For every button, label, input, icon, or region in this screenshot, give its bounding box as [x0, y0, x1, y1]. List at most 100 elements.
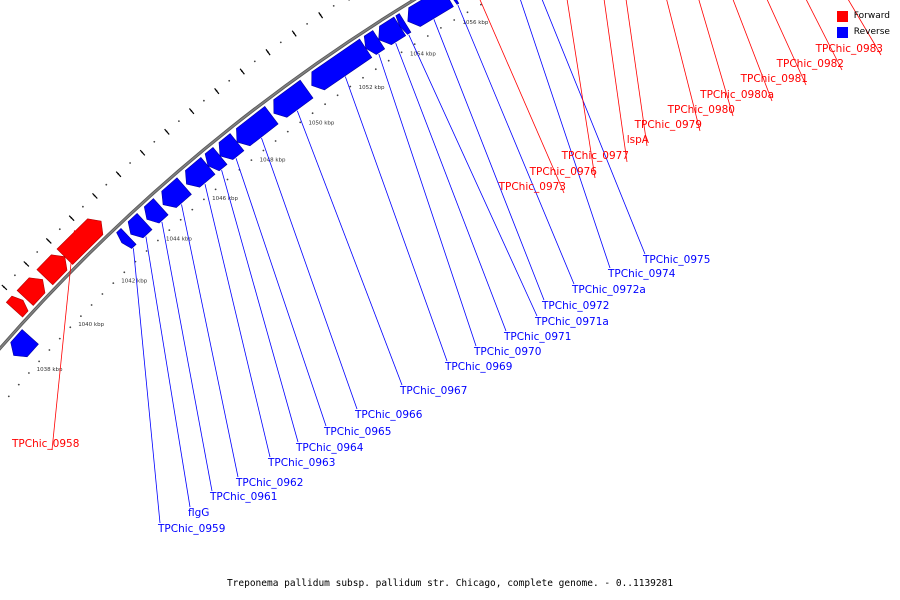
gene-arrow-tpchic_0972a[interactable] [446, 0, 460, 5]
gene-label-tpchic_0962[interactable]: TPChic_0962 [235, 477, 303, 489]
gene-label-tpchic_0981[interactable]: TPChic_0981 [740, 73, 808, 85]
gene-label-tpchic_0979[interactable]: TPChic_0979 [634, 119, 702, 131]
gene-arrow[interactable] [36, 254, 68, 286]
leader-line [520, 0, 611, 269]
gene-arrow-tpchic_0966[interactable] [236, 105, 279, 147]
scale-dot [311, 112, 314, 115]
gene-label-tpchic_0980[interactable]: TPChic_0980 [667, 104, 735, 116]
tick-mark [188, 108, 195, 115]
gene-arrow-tpchic_0967[interactable] [273, 79, 314, 118]
leader-line [603, 0, 628, 163]
gene-arrow[interactable] [5, 295, 29, 318]
scale-dot [90, 304, 93, 306]
gene-label-tpchic_0980a[interactable]: TPChic_0980a [699, 89, 774, 101]
gene-arrow-tpchic_0962[interactable] [161, 177, 192, 208]
scale-dot [413, 43, 416, 45]
gene-label-tpchic_0971a[interactable]: TPChic_0971a [534, 316, 609, 328]
gene-label-tpchic_0973[interactable]: TPChic_0973 [498, 181, 566, 193]
gene-label-tpchic_0966[interactable]: TPChic_0966 [354, 409, 423, 421]
scale-dot [332, 5, 335, 7]
leader-line [698, 0, 734, 117]
gene-label-tpchic_0958[interactable]: TPChic_0958 [11, 438, 79, 450]
leader-line [181, 204, 239, 478]
tick-mark [239, 68, 245, 75]
scale-dot [362, 76, 364, 79]
gene-arrow-flgg[interactable] [127, 212, 153, 239]
tick-mark [214, 88, 220, 95]
gene-label-tpchic_0974[interactable]: TPChic_0974 [607, 268, 676, 280]
scale-dot [14, 274, 16, 277]
scale-dot [80, 315, 82, 317]
leader-line [51, 230, 75, 451]
gene-label-tpchic_0971[interactable]: TPChic_0971 [503, 331, 571, 343]
gene-label-tpchic_0976[interactable]: TPChic_0976 [529, 166, 598, 178]
tick-mark [68, 215, 75, 222]
scale-dot [123, 271, 126, 274]
leader-line [344, 76, 448, 362]
gene-arrow-tpchic_0959[interactable] [116, 227, 137, 249]
gene-label-tpchic_0977[interactable]: TPChic_0977 [561, 150, 629, 162]
scale-dot [58, 337, 61, 340]
leader-line [666, 0, 701, 132]
scale-dot [387, 59, 390, 62]
tick-label: 1056 kbp [463, 20, 489, 26]
scale-dot [466, 11, 469, 14]
scale-dot [82, 205, 84, 208]
gene-arrow-tpchic_0971a[interactable] [395, 13, 412, 35]
scale-dot [226, 178, 229, 181]
gene-label-tpchic_0982[interactable]: TPChic_0982 [776, 58, 844, 70]
gene-label-tpchic_0972a[interactable]: TPChic_0972a [571, 284, 646, 296]
leader-line [296, 110, 403, 386]
tick-marks: 1038 kbp 1040 kbp 1042 kbp 1044 kbp 1046 kbp… [1, 0, 489, 373]
legend-label-forward: Forward [853, 11, 890, 21]
gene-label-tpchic_0959[interactable]: TPChic_0959 [157, 523, 225, 535]
scale-dot [228, 79, 231, 82]
gene-arrow-tpchic_0958[interactable] [56, 218, 104, 265]
scale-dot [28, 372, 30, 374]
gene-label-tpchic_0964[interactable]: TPChic_0964 [295, 442, 364, 454]
gene-arrow-tpchic_0972[interactable] [407, 0, 454, 27]
scale-dot [253, 60, 256, 63]
backbone [0, 0, 417, 351]
scale-dot [36, 251, 39, 253]
scale-dot [426, 35, 429, 37]
scale-dot [101, 293, 104, 295]
gene-label-tpchic_0972[interactable]: TPChic_0972 [541, 300, 609, 312]
gene-arrow[interactable] [16, 277, 46, 306]
gene-label-lspa[interactable]: lspA [627, 134, 650, 146]
leader-line [566, 0, 596, 179]
scale-dot [112, 282, 115, 284]
leader-line [145, 236, 191, 508]
gene-label-tpchic_0965[interactable]: TPChic_0965 [323, 426, 391, 438]
leader-line [625, 0, 648, 147]
tick-mark [291, 30, 297, 37]
tick-label: 1038 kbp [37, 367, 63, 373]
tick-mark [164, 128, 170, 135]
scale-dot [7, 395, 10, 398]
gene-arrow[interactable] [10, 329, 39, 358]
reverse-swatch [836, 26, 848, 38]
gene-label-tpchic_0983[interactable]: TPChic_0983 [815, 43, 883, 55]
gene-label-tpchic_0961[interactable]: TPChic_0961 [209, 491, 277, 503]
gene-label-tpchic_0967[interactable]: TPChic_0967 [399, 385, 467, 397]
gene-label-tpchic_0963[interactable]: TPChic_0963 [267, 457, 335, 469]
gene-label-tpchic_0975[interactable]: TPChic_0975 [642, 254, 710, 266]
scale-dot [306, 23, 308, 25]
gene-label-tpchic_0970[interactable]: TPChic_0970 [473, 346, 541, 358]
scale-dot [374, 68, 377, 71]
scale-dot [129, 162, 132, 164]
tick-mark [45, 237, 52, 244]
scale-dot [299, 121, 302, 124]
tick-label: 1040 kbp [78, 322, 104, 328]
scale-dot [38, 360, 40, 363]
gene-label-tpchic_0969[interactable]: TPChic_0969 [444, 361, 512, 373]
tick-mark [115, 171, 122, 178]
leader-line [848, 0, 882, 56]
tick-mark [265, 49, 271, 56]
tick-label: 1042 kbp [121, 279, 147, 285]
gene-arrow-tpchic_0961[interactable] [143, 198, 169, 224]
gene-label-flgg[interactable]: flgG [188, 507, 209, 519]
scale-dot [324, 103, 326, 106]
tick-label: 1046 kbp [212, 196, 238, 202]
